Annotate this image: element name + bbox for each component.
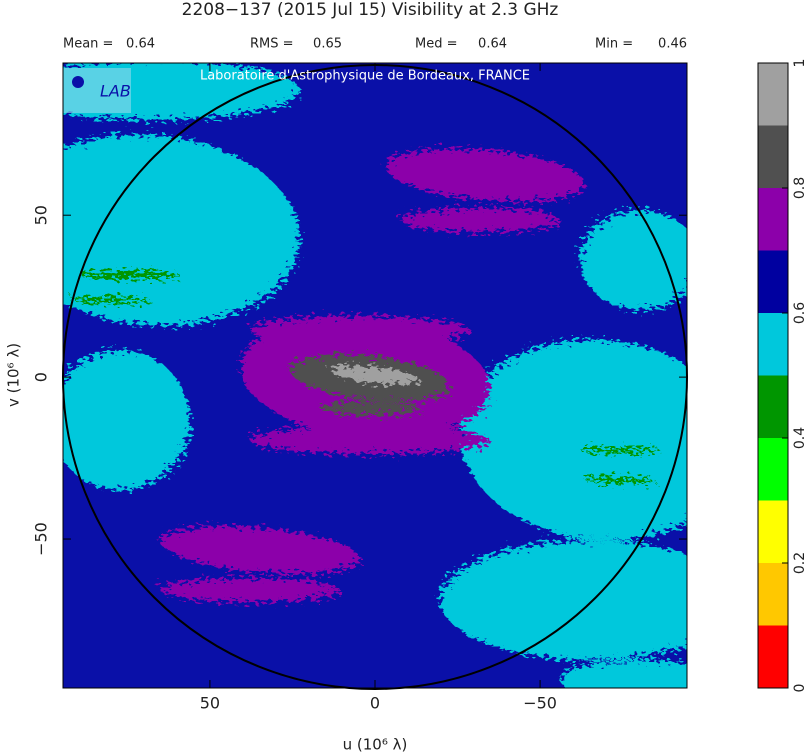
svg-text:LAB: LAB [100,82,131,101]
stat-label: Min = [595,37,633,52]
colorbar-bin [758,375,788,438]
y-axis-label: v (10⁶ λ) [5,343,23,407]
x-tick-label: 50 [200,694,220,713]
colorbar-bin [758,313,788,376]
colorbar-bin [758,63,788,126]
colorbar-bin [758,563,788,626]
colorbar-bin [758,250,788,313]
x-axis-label: u (10⁶ λ) [343,736,408,754]
colorbar-bin [758,625,788,688]
colorbar-frame [757,62,789,689]
colorbar-tick-label: 0.6 [792,302,808,324]
stat-label: Med = [415,37,458,52]
colorbar-tick-label: 0.4 [792,427,808,449]
colorbar-bin [758,438,788,501]
colorbar-tick-label: 0.8 [792,177,808,199]
colorbar-tick-label: 0 [792,684,808,693]
y-tick-label: 0 [32,372,51,382]
colorbar-tick-label: 1 [792,59,808,68]
stat-value: 0.64 [126,37,155,52]
stat-label: RMS = [250,37,294,52]
stat-value: 0.46 [658,37,687,52]
colorbar-tick-label: 0.2 [792,552,808,574]
colorbar-bin [758,188,788,251]
y-tick-label: 50 [32,205,51,225]
x-tick-label: −50 [523,694,557,713]
watermark: Laboratoire d'Astrophysique de Bordeaux,… [200,69,530,84]
chart-title: 2208−137 (2015 Jul 15) Visibility at 2.3… [182,0,559,20]
colorbar-bin [758,125,788,188]
stat-label: Mean = [63,37,113,52]
stat-value: 0.64 [478,37,507,52]
y-tick-label: −50 [32,522,51,556]
visibility-map: LAB [63,63,687,688]
stat-value: 0.65 [313,37,342,52]
x-tick-label: 0 [370,694,380,713]
colorbar-bin [758,500,788,563]
